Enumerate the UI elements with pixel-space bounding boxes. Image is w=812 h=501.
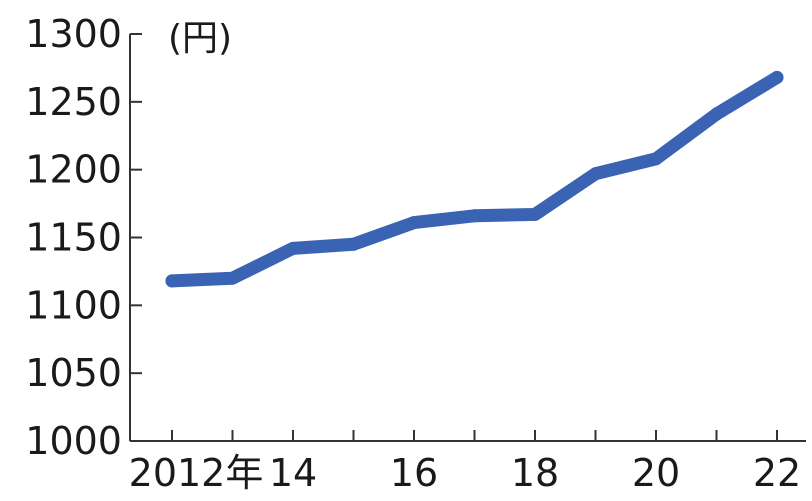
x-tick-label: 2012年 <box>129 451 264 495</box>
x-tick-label: 20 <box>632 451 680 495</box>
x-tick-label: 22 <box>753 451 801 495</box>
axes: 1000 1050 1100 1150 1200 1250 1300 2012年 14 16 18 2… <box>25 12 806 495</box>
data-point <box>710 107 723 121</box>
y-tick-label: 1000 <box>25 419 122 463</box>
y-tick-label: 1300 <box>25 12 122 56</box>
data-point <box>407 216 421 230</box>
x-tick-label: 18 <box>511 451 559 495</box>
series-line <box>165 70 784 288</box>
data-point <box>347 237 360 251</box>
data-point <box>649 152 663 166</box>
y-tick-label: 1150 <box>25 216 122 260</box>
data-point <box>286 241 300 255</box>
x-tick-label: 14 <box>269 451 317 495</box>
y-tick-label: 1050 <box>25 351 122 395</box>
y-tick-label: 1200 <box>25 148 122 192</box>
data-point <box>226 271 239 285</box>
data-point <box>468 209 481 223</box>
y-tick-label: 1250 <box>25 80 122 124</box>
data-point <box>165 274 179 288</box>
x-tick-label: 16 <box>390 451 438 495</box>
y-tick-label: 1100 <box>25 283 122 327</box>
data-point <box>528 207 542 221</box>
data-point <box>589 167 602 181</box>
y-unit-label: (円) <box>168 18 232 59</box>
series-layer <box>165 70 784 288</box>
data-point <box>770 70 784 84</box>
